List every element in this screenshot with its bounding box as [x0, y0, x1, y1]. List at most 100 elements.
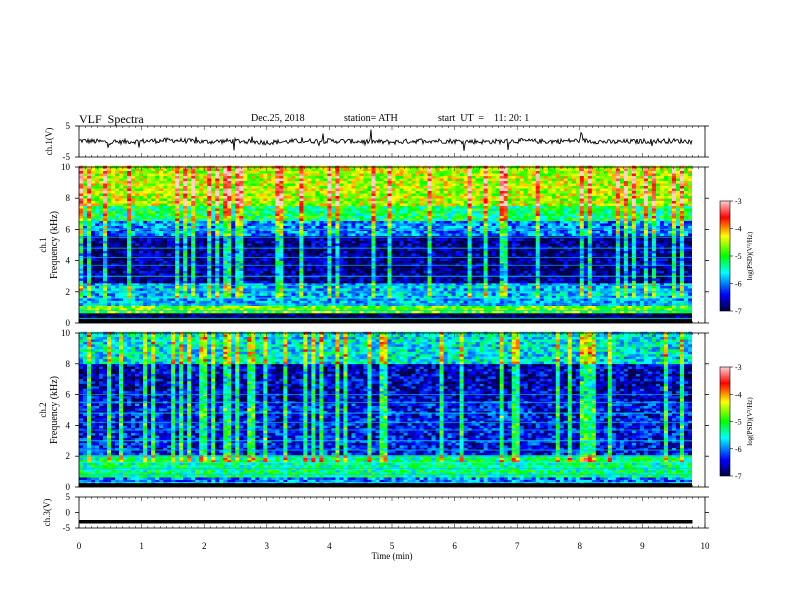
g-spec1-cell — [191, 175, 196, 179]
g-spec1-cell — [303, 245, 308, 249]
g-spec1-cell — [367, 278, 372, 281]
g-spec1-cell — [295, 253, 300, 256]
g-spec1-cell — [99, 198, 104, 201]
g-spec1-cell — [87, 313, 92, 316]
g-spec1-cell — [275, 238, 280, 241]
g-spec1-cell — [375, 270, 380, 274]
g-spec1-cell — [183, 305, 188, 309]
g-spec1-cell — [203, 180, 208, 184]
g-spec1-cell — [163, 280, 168, 284]
g-spec1-cell — [243, 173, 248, 177]
g-spec1-cell — [283, 280, 288, 284]
g-spec1-cell — [255, 305, 260, 309]
g-spec1-cell — [363, 253, 368, 256]
g-spec1-cell — [191, 198, 196, 201]
g-spec1-cell — [219, 260, 224, 264]
g-spec1-cell — [219, 283, 224, 286]
g-spec1-cell — [91, 183, 96, 187]
g-spec1-cell — [339, 245, 344, 249]
g-spec1-cell — [103, 273, 108, 276]
g-spec1-cell — [115, 310, 120, 314]
g-spec1-cell — [299, 220, 304, 224]
g-spec1-cell — [167, 200, 172, 204]
g-spec1-cell — [363, 298, 368, 301]
g-spec1-cell — [103, 310, 108, 314]
g-spec1-cell — [131, 250, 136, 254]
g-spec1-cell — [307, 313, 312, 316]
g-spec1-cell — [287, 270, 292, 274]
g-spec1-cell — [159, 178, 164, 182]
g-spec1-cell — [159, 300, 164, 304]
g-spec1-cell — [307, 173, 312, 177]
g-spec1-cell — [199, 273, 204, 276]
g-spec1-cell — [239, 310, 244, 314]
g-spec1-cell — [179, 238, 184, 241]
g-spec1-cell — [143, 268, 148, 271]
g-spec1-cell — [243, 208, 248, 211]
g-spec1-cell — [83, 183, 88, 187]
g-spec1-cell — [195, 175, 200, 179]
g-spec1-cell — [319, 225, 324, 229]
g-spec1-cell — [355, 168, 360, 172]
g-spec1-cell — [95, 268, 100, 271]
g-spec1-cell — [223, 298, 228, 301]
g-spec1-cell — [179, 270, 184, 274]
g-spec1-cell — [107, 298, 112, 301]
g-spec1-cell — [207, 178, 212, 182]
g-spec1-cell — [191, 313, 196, 316]
g-spec1-cell — [175, 198, 180, 201]
g-spec1-cell — [191, 260, 196, 264]
g-spec1-cell — [215, 180, 220, 184]
g-spec1-cell — [131, 170, 136, 174]
g-spec1-cell — [95, 200, 100, 204]
g-spec1-cell — [171, 255, 176, 259]
g-spec1-cell — [307, 175, 312, 179]
g-spec1-cell — [147, 268, 152, 271]
g-spec1-cell — [287, 305, 292, 309]
g-spec1-cell — [355, 173, 360, 177]
g-spec1-cell — [267, 210, 272, 214]
g-spec1-cell — [83, 275, 88, 279]
g-spec1-cell — [203, 183, 208, 187]
g-spec1-cell — [151, 175, 156, 179]
g-spec1-cell — [251, 240, 256, 244]
g-spec1-cell — [155, 250, 160, 254]
g-spec1-cell — [279, 250, 284, 254]
g-spec1-cell — [159, 245, 164, 249]
g-spec1-cell — [299, 195, 304, 199]
g-spec1-cell — [79, 305, 84, 309]
g-spec1-cell — [171, 245, 176, 249]
g-spec1-cell — [211, 208, 216, 211]
g-spec1-cell — [127, 310, 132, 314]
g-spec1-cell — [267, 310, 272, 314]
g-spec1-cell — [259, 220, 264, 224]
g-spec1-cell — [251, 273, 256, 276]
g-spec1-cell — [143, 203, 148, 206]
g-spec1-cell — [275, 315, 280, 319]
g-spec1-cell — [263, 268, 268, 271]
g-spec1-cell — [263, 188, 268, 192]
g-spec1-cell — [359, 258, 364, 261]
station-label: station= ATH — [344, 113, 398, 124]
g-spec1-cell — [283, 195, 288, 199]
g-spec1-cell — [127, 268, 132, 271]
g-spec1-cell — [191, 255, 196, 259]
g-spec1-cell — [307, 238, 312, 241]
g-spec1-cell — [155, 305, 160, 309]
g-spec1-cell — [143, 218, 148, 221]
g-spec1-cell — [171, 168, 176, 172]
g-spec1-cell — [123, 178, 128, 182]
g-spec1-cell — [87, 210, 92, 214]
g-spec1-cell — [167, 250, 172, 254]
g-spec1-cell — [375, 250, 380, 254]
g-spec1-cell — [379, 230, 384, 234]
g-spec1-cell — [131, 255, 136, 259]
g-spec1-cell — [143, 205, 148, 209]
g-spec1-cell — [327, 190, 332, 194]
g-spec1-cell — [279, 230, 284, 234]
g-spec1-cell — [127, 200, 132, 204]
g-spec1-cell — [155, 208, 160, 211]
g-spec1-cell — [235, 208, 240, 211]
g-spec1-cell — [211, 213, 216, 216]
g-spec1-cell — [147, 240, 152, 244]
